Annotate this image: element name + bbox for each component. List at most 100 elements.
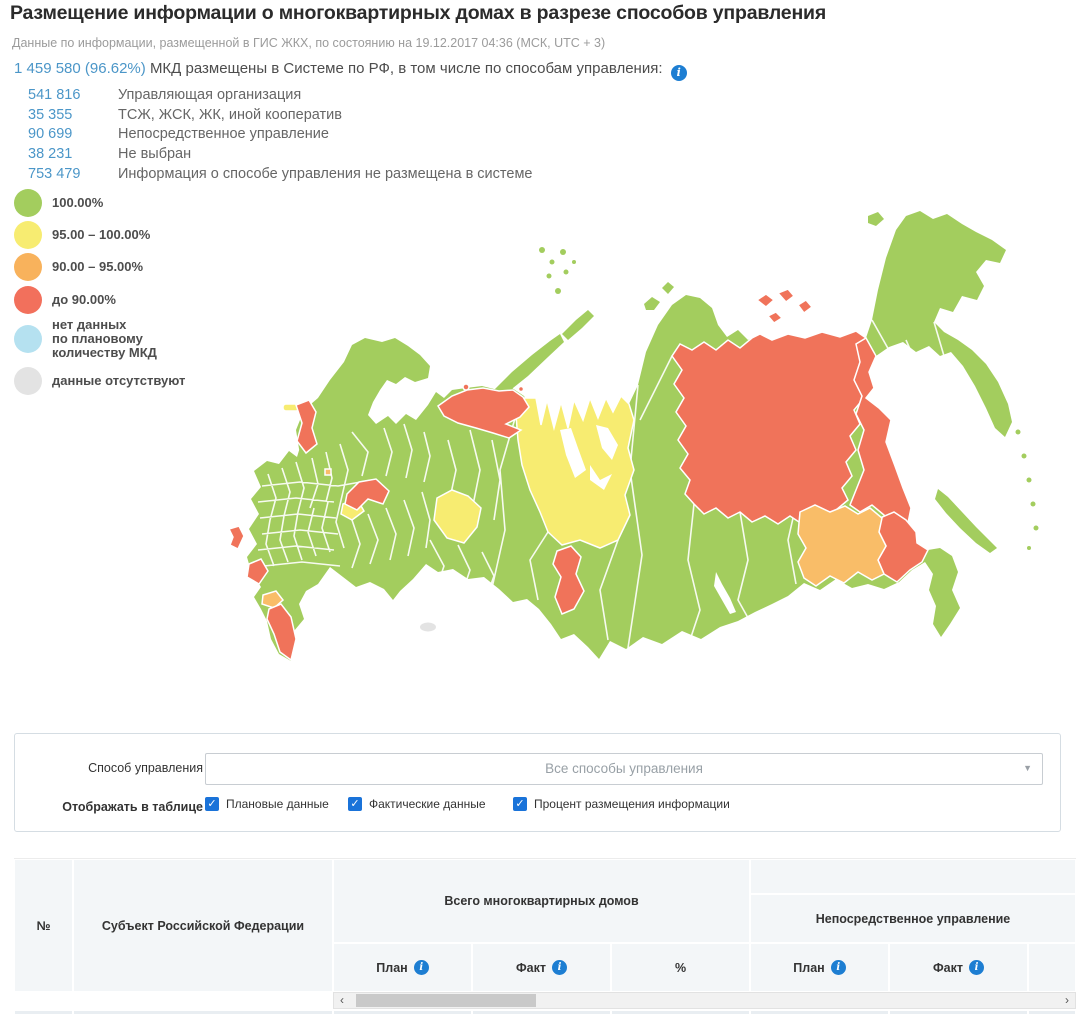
legend-swatch-blue (14, 325, 42, 353)
info-icon[interactable]: i (830, 960, 846, 975)
map-islands[interactable] (494, 212, 1039, 553)
map-colored-regions[interactable] (227, 288, 929, 662)
table-row (751, 1011, 888, 1014)
display-in-table-label: Отображать в таблице (62, 800, 203, 814)
table-row (612, 1011, 749, 1014)
map-region-crimea (246, 558, 269, 585)
stat-value: 38 231 (28, 146, 73, 163)
legend-swatch-orange (14, 253, 42, 281)
legend-label: до 90.00% (52, 292, 116, 307)
subcol-label: План (376, 960, 408, 975)
legend-label: данные отсутствуют (52, 373, 186, 388)
stat-label: Управляющая организация (118, 87, 302, 103)
checkbox-plan-data[interactable]: ✓ Плановые данные (205, 797, 348, 811)
legend-swatch-red (14, 286, 42, 314)
subcol-label: Факт (516, 960, 546, 975)
map-region-borders (257, 319, 945, 649)
table-row (890, 1011, 1027, 1014)
page-subtitle: Данные по информации, размещенной в ГИС … (12, 36, 606, 50)
legend-item-below-90: до 90.00% (14, 286, 116, 314)
map-region-karelia (295, 399, 318, 455)
col-number-header: № (15, 860, 72, 991)
map-region-perm (344, 478, 390, 511)
stat-row: 35 355 ТСЖ, ЖСК, ЖК, иной кооператив (14, 106, 532, 126)
h-scrollbar[interactable]: ‹ › (333, 992, 1076, 1009)
display-checkboxes: ✓ Плановые данные ✓ Фактические данные ✓… (205, 797, 730, 811)
stats-list: 541 816 Управляющая организация 35 355 ТСЖ… (14, 86, 532, 184)
stat-value: 35 355 (28, 106, 73, 123)
legend-item-no-data: данные отсутствуют (14, 367, 185, 395)
stat-label: ТСЖ, ЖСК, ЖК, иной кооператив (118, 106, 342, 123)
legend-item-95-100: 95.00 – 100.00% (14, 221, 150, 249)
headline-value: 1 459 580 (96.62%) (14, 60, 146, 77)
checkbox-fact-data[interactable]: ✓ Фактические данные (348, 797, 513, 811)
checkbox-percent[interactable]: ✓ Процент размещения информации (513, 797, 730, 811)
subcol-fact-total: Факт i (473, 944, 610, 991)
table-row (74, 1011, 332, 1014)
management-method-select[interactable]: Все способы управления ▼ (205, 753, 1043, 785)
map-region-caucasus (261, 590, 285, 609)
subcol-fact-direct: Факт i (890, 944, 1027, 991)
legend-label: 100.00% (52, 195, 104, 210)
scrollbar-thumb[interactable] (356, 994, 536, 1007)
info-icon[interactable]: i (969, 960, 984, 975)
info-icon[interactable]: i (670, 65, 687, 81)
stat-row: 753 479 Информация о способе управления н… (14, 165, 532, 185)
table-row (15, 1011, 72, 1014)
russia-choropleth-map[interactable] (0, 0, 1076, 714)
scroll-right-arrow[interactable]: › (1065, 993, 1069, 1007)
stat-row: 541 816 Управляющая организация (14, 86, 532, 106)
legend-item-90-95: 90.00 – 95.00% (14, 253, 143, 281)
subcol-label: План (793, 960, 825, 975)
group-empty-header (751, 860, 1075, 893)
stat-label: Непосредственное управление (118, 126, 329, 143)
info-icon[interactable]: i (552, 960, 567, 975)
info-icon[interactable]: i (413, 960, 429, 975)
col-subject-header: Субъект Российской Федерации (74, 860, 332, 991)
table-row (334, 1011, 471, 1014)
map-region-moscow (324, 468, 332, 476)
subcol-label: Факт (933, 960, 963, 975)
stat-label: Информация о способе управления не разме… (118, 165, 533, 182)
chevron-down-icon: ▼ (1023, 763, 1032, 773)
subcol-partial (1029, 944, 1075, 991)
checkbox-label: Фактические данные (369, 797, 486, 811)
map-region-sverdlovsk (433, 489, 482, 544)
table-header: № Субъект Российской Федерации Всего мно… (14, 858, 1076, 1014)
checkbox-label: Плановые данные (226, 797, 329, 811)
headline: 1 459 580 (96.62%) МКД размещены в Систе… (14, 60, 687, 81)
subcol-plan-total: План i (334, 944, 471, 991)
legend-swatch-yellow (14, 221, 42, 249)
subcol-percent-total: % (612, 944, 749, 991)
scroll-left-arrow[interactable]: ‹ (340, 993, 344, 1007)
headline-text: МКД размещены в Системе по РФ, в том чис… (149, 60, 663, 77)
map-region-kaliningrad (227, 525, 245, 551)
map-region-tomsk (552, 545, 585, 615)
checkbox-checked-icon[interactable]: ✓ (205, 797, 219, 811)
group-direct-header: Непосредственное управление (751, 895, 1075, 942)
table-row (1029, 1011, 1075, 1014)
group-total-header: Всего многоквартирных домов (334, 860, 749, 942)
map-region-nenets (437, 387, 530, 439)
method-filter-label: Способ управления (88, 761, 203, 775)
map-region-dagestan (266, 603, 297, 662)
checkbox-checked-icon[interactable]: ✓ (513, 797, 527, 811)
legend-swatch-green (14, 189, 42, 217)
checkbox-checked-icon[interactable]: ✓ (348, 797, 362, 811)
map-region-baikonur (420, 622, 436, 632)
legend-item-100: 100.00% (14, 189, 103, 217)
stat-value: 753 479 (28, 165, 81, 182)
legend-label: 95.00 – 100.00% (52, 227, 151, 242)
legend-item-no-plan-data: нет данных по плановому количеству МКД (14, 318, 157, 360)
stat-label: Не выбран (118, 146, 192, 163)
checkbox-label: Процент размещения информации (534, 797, 730, 811)
table-row (473, 1011, 610, 1014)
legend-label: нет данных по плановому количеству МКД (52, 317, 157, 360)
select-value: Все способы управления (545, 761, 703, 776)
map-region-sakha (671, 330, 869, 525)
map-region-amur (797, 504, 887, 587)
legend-label: 90.00 – 95.00% (52, 259, 144, 274)
legend-swatch-gray (14, 367, 42, 395)
stat-value: 90 699 (28, 126, 73, 143)
